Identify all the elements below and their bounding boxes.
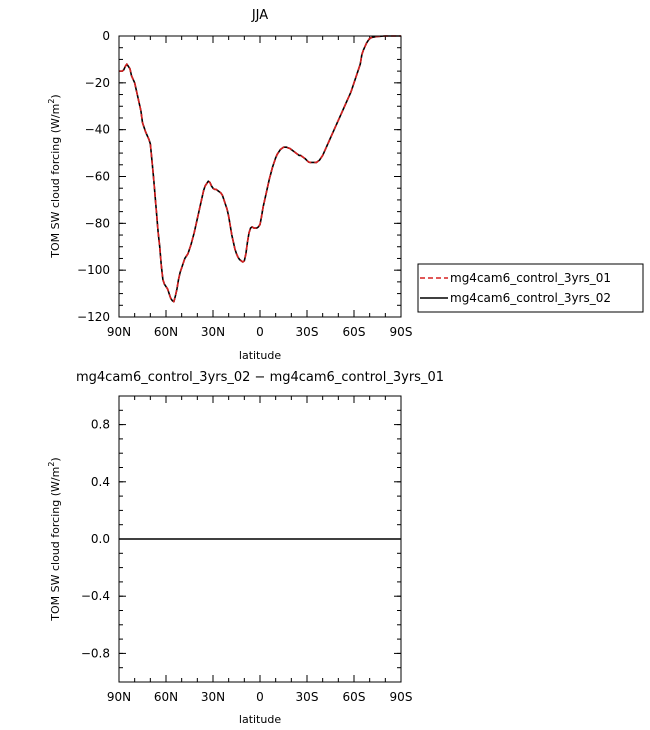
top-series [119,35,401,303]
top-chart-title: JJA [251,8,268,23]
x-tick-label: 90S [390,325,413,339]
x-tick-label: 0 [256,690,264,704]
top-y-axis-label-main: TOM SW cloud forcing (W/m [49,104,62,259]
top-x-tick-labels: 90N 60N 30N 0 30S 60S 90S [107,325,413,339]
series-line-1 [119,35,401,303]
y-tick-label: −80 [85,216,110,230]
top-ticks [118,35,402,318]
x-tick-label: 60S [343,325,366,339]
bottom-y-axis-label-main: TOM SW cloud forcing (W/m [49,467,62,622]
series-line-2 [119,35,401,303]
bottom-y-axis-label-tail: ) [49,457,62,461]
top-y-tick-labels: 0 −20 −40 −60 −80 −100 −120 [77,29,110,324]
y-tick-label: 0.4 [91,475,110,489]
bottom-chart-title: mg4cam6_control_3yrs_02 − mg4cam6_contro… [76,370,444,385]
x-tick-label: 60N [154,325,178,339]
bottom-y-tick-labels: 0.8 0.4 0.0 −0.4 −0.8 [81,418,110,661]
y-tick-label: −60 [85,170,110,184]
y-tick-label: −40 [85,123,110,137]
top-panel: JJA 90N 60N 30N 0 30S 60S 90S 0 −20 −40 −60 −80 −10… [47,8,644,362]
y-tick-label: −100 [77,263,110,277]
x-tick-label: 30N [201,325,225,339]
y-tick-label: 0 [102,29,110,43]
y-tick-label: −20 [85,76,110,90]
bottom-y-axis-label-sup: 2 [47,462,56,467]
bottom-x-tick-labels: 90N 60N 30N 0 30S 60S 90S [107,690,413,704]
x-tick-label: 30S [296,690,319,704]
bottom-panel: mg4cam6_control_3yrs_02 − mg4cam6_contro… [47,370,444,726]
top-plot-frame [118,35,402,318]
x-tick-label: 60S [343,690,366,704]
x-tick-label: 30S [296,325,319,339]
y-tick-label: −120 [77,310,110,324]
x-tick-label: 30N [201,690,225,704]
top-y-axis-label-sup: 2 [47,99,56,104]
top-y-axis-label: TOM SW cloud forcing (W/m2) [47,94,62,258]
bottom-x-axis-label: latitude [239,713,281,726]
legend-box [417,263,644,313]
x-tick-label: 90N [107,325,131,339]
x-tick-label: 90S [390,690,413,704]
legend-label-series-1: mg4cam6_control_3yrs_01 [450,271,611,285]
x-tick-label: 0 [256,325,264,339]
y-tick-label: 0.8 [91,418,110,432]
x-tick-label: 90N [107,690,131,704]
legend: mg4cam6_control_3yrs_01 mg4cam6_control_… [417,263,644,313]
bottom-plot-frame [118,395,402,683]
top-y-axis-label-tail: ) [49,94,62,98]
x-tick-label: 60N [154,690,178,704]
y-tick-label: −0.4 [81,589,110,603]
top-x-axis-label: latitude [239,349,281,362]
legend-label-series-2: mg4cam6_control_3yrs_02 [450,291,611,305]
bottom-y-axis-label: TOM SW cloud forcing (W/m2) [47,457,62,621]
y-tick-label: 0.0 [91,532,110,546]
y-tick-label: −0.8 [81,646,110,660]
